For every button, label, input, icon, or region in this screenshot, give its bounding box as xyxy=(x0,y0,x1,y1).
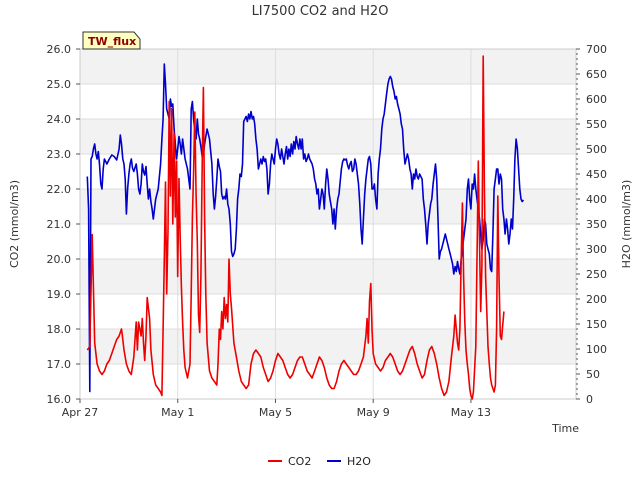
grid-band xyxy=(80,259,576,294)
tw-flux-badge: TW_flux xyxy=(82,31,141,50)
y-axis-left-label: CO2 (mmol/m3) xyxy=(8,180,21,268)
x-tick-label: May 13 xyxy=(451,406,491,419)
y-right-tick-label: 150 xyxy=(586,318,607,331)
y-axis-right-label: H2O (mmol/m3) xyxy=(620,180,633,269)
y-right-tick-label: 200 xyxy=(586,293,607,306)
y-axis-right: 0 50 100 150 200 250 300 350 400 450 500 550 600 650 7… xyxy=(576,43,607,406)
legend: CO2 H2O xyxy=(268,455,371,468)
chart-title: LI7500 CO2 and H2O xyxy=(252,4,389,19)
x-tick-label: Apr 27 xyxy=(62,406,99,419)
badge-shape xyxy=(82,31,141,50)
y-right-tick-label: 0 xyxy=(586,393,593,406)
y-right-tick-label: 300 xyxy=(586,243,607,256)
y-left-tick-label: 23.0 xyxy=(47,148,72,161)
y-left-tick-label: 17.0 xyxy=(47,358,72,371)
grid-band xyxy=(80,119,576,154)
y-left-tick-label: 24.0 xyxy=(47,113,72,126)
series-layer xyxy=(86,55,525,400)
y-right-tick-label: 450 xyxy=(586,168,607,181)
y-left-tick-label: 16.0 xyxy=(47,393,72,406)
y-left-tick-label: 25.0 xyxy=(47,78,72,91)
y-left-tick-label: 26.0 xyxy=(47,43,72,56)
grid-bands xyxy=(80,49,576,364)
y-right-tick-label: 50 xyxy=(586,368,600,381)
y-right-tick-label: 550 xyxy=(586,118,607,131)
y-axis-left: 16.0 17.0 18.0 19.0 20.0 21.0 22.0 23.0 24.0 25.0… xyxy=(47,43,80,406)
legend-label-co2: CO2 xyxy=(288,455,311,468)
y-right-tick-label: 350 xyxy=(586,218,607,231)
y-left-tick-label: 21.0 xyxy=(47,218,72,231)
x-tick-label: May 5 xyxy=(259,406,292,419)
y-right-tick-label: 100 xyxy=(586,343,607,356)
x-tick-label: May 9 xyxy=(357,406,390,419)
series-line-co2 xyxy=(86,55,505,400)
y-left-tick-label: 18.0 xyxy=(47,323,72,336)
y-left-tick-label: 20.0 xyxy=(47,253,72,266)
y-right-tick-label: 500 xyxy=(586,143,607,156)
legend-label-h2o: H2O xyxy=(347,455,371,468)
x-axis-label: Time xyxy=(551,422,579,435)
y-right-tick-label: 600 xyxy=(586,93,607,106)
series-line-h2o xyxy=(86,63,525,393)
y-left-tick-label: 22.0 xyxy=(47,183,72,196)
y-right-tick-label: 400 xyxy=(586,193,607,206)
badge-label: TW_flux xyxy=(88,35,136,48)
y-right-tick-label: 650 xyxy=(586,68,607,81)
y-right-tick-label: 250 xyxy=(586,268,607,281)
y-right-tick-label: 700 xyxy=(586,43,607,56)
grid-band xyxy=(80,49,576,84)
x-tick-label: May 1 xyxy=(161,406,194,419)
y-left-tick-label: 19.0 xyxy=(47,288,72,301)
x-axis: Apr 27 May 1 May 5 May 9 May 13 xyxy=(62,399,491,419)
